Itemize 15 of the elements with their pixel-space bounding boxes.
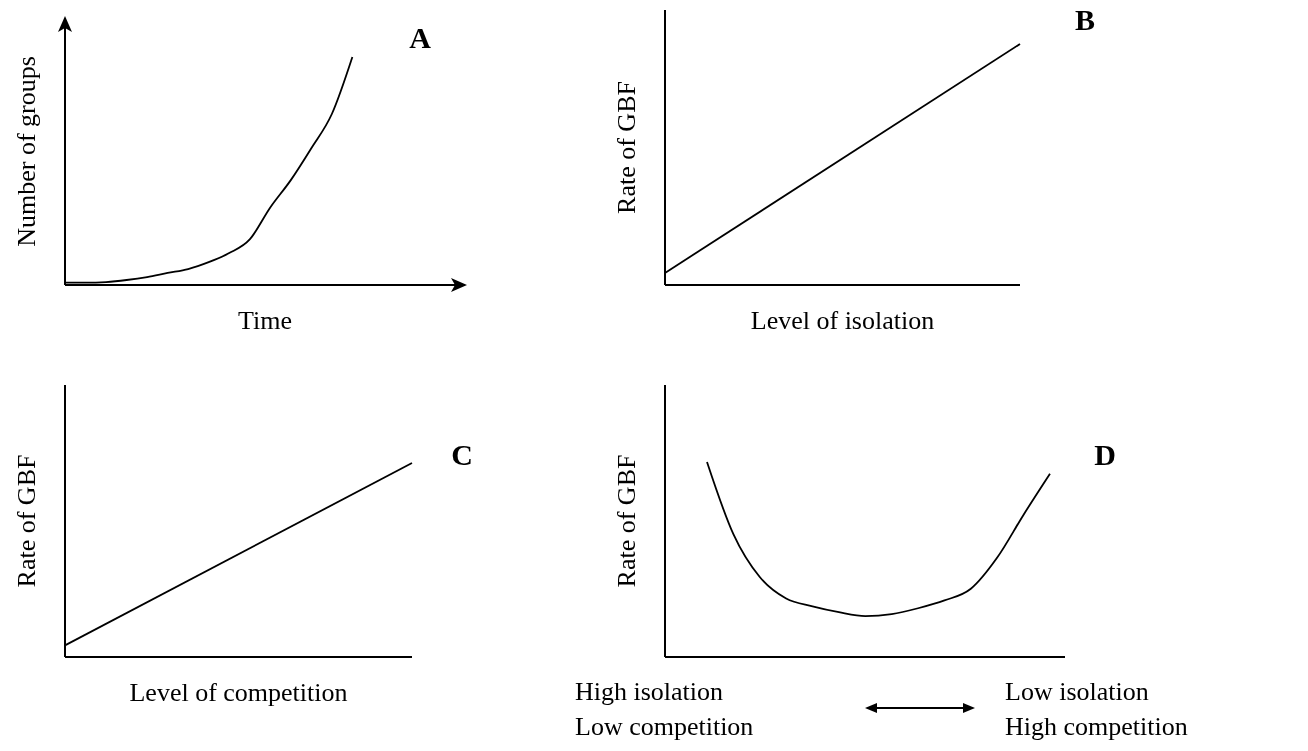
x-axis-title: Time	[238, 306, 292, 335]
text: D	[1094, 438, 1116, 471]
y-axis-title: Rate of GBF	[12, 454, 41, 588]
y-axis-title: Rate of GBF	[612, 81, 641, 214]
x-axis-title: Level of competition	[129, 678, 348, 707]
text: High isolation	[575, 677, 724, 706]
x-axis-title: Level of isolation	[750, 306, 935, 335]
text: B	[1074, 3, 1096, 36]
y-axis-title: Number of groups	[12, 56, 41, 247]
text: High competition	[1005, 712, 1188, 741]
y-axis-title: Rate of GBF	[612, 454, 641, 588]
text: Low competition	[575, 712, 754, 741]
annotation: C	[451, 438, 473, 471]
text: A	[409, 21, 432, 54]
text: Low isolation	[1005, 677, 1149, 706]
